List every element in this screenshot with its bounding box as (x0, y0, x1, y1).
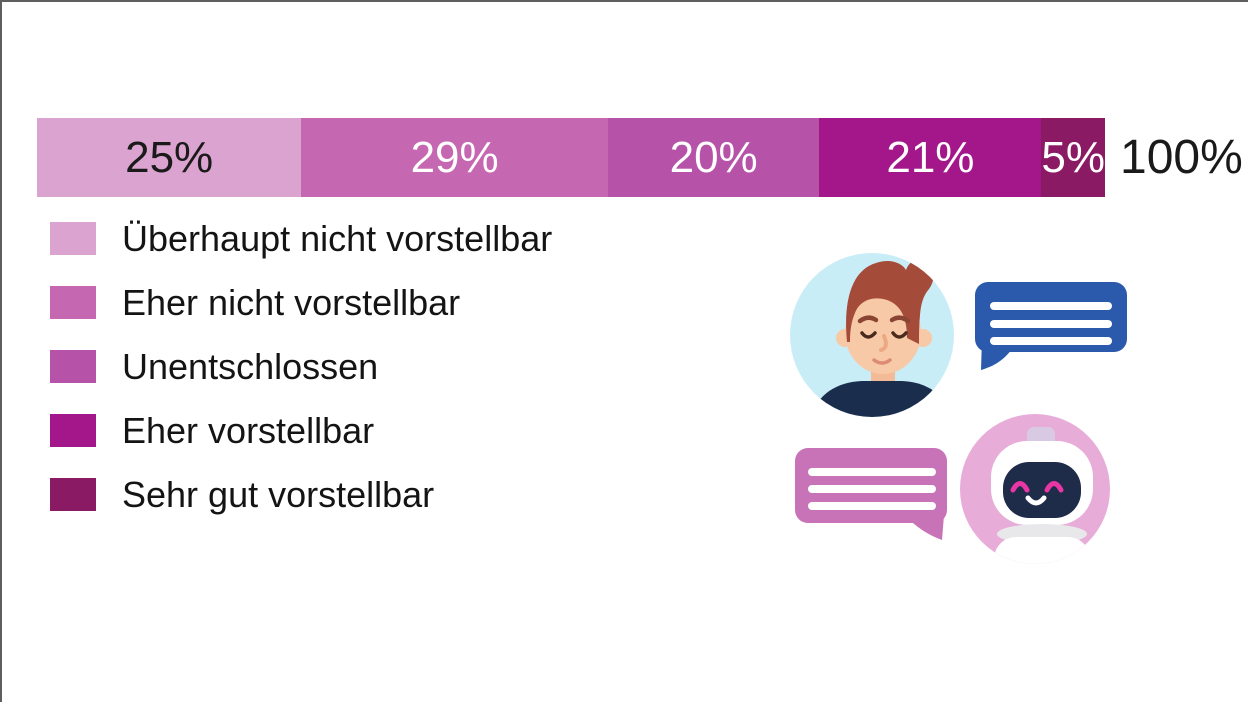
shirt (812, 381, 950, 417)
legend-swatch (50, 286, 96, 319)
hair (846, 259, 934, 344)
robot-face-screen (1003, 462, 1081, 518)
legend-item: Überhaupt nicht vorstellbar (50, 217, 553, 259)
chart-legend: Überhaupt nicht vorstellbar Eher nicht vo… (50, 217, 553, 515)
legend-label: Überhaupt nicht vorstellbar (122, 217, 553, 259)
robot-avatar (960, 414, 1110, 564)
legend-item: Eher nicht vorstellbar (50, 281, 552, 323)
legend-label: Sehr gut vorstellbar (122, 473, 435, 515)
legend-swatch (50, 414, 96, 447)
legend-item: Unentschlossen (50, 345, 552, 387)
bar-segment-value: 25% (125, 132, 214, 182)
bar-segment-3: 20% (607, 118, 820, 197)
bar-segment-2: 29% (301, 118, 608, 197)
bar-segment-value: 20% (669, 132, 758, 182)
legend-swatch (50, 222, 96, 255)
robot-body (994, 537, 1090, 564)
legend-swatch (50, 350, 96, 383)
frame-top-line (0, 0, 1248, 2)
bar-segment-4: 21% (819, 118, 1042, 197)
chat-bubble-blue-icon (975, 282, 1127, 370)
legend-item: Eher vorstellbar (50, 409, 552, 451)
stacked-bar: 25% 29% 20% 21% 5% (37, 118, 1105, 197)
total-label: 100% (1120, 131, 1243, 184)
frame-left-line (0, 0, 2, 702)
chat-bubble-pink-icon (795, 448, 947, 540)
bar-segment-1: 25% (37, 118, 302, 197)
legend-label: Eher vorstellbar (122, 409, 375, 451)
legend-swatch (50, 478, 96, 511)
bar-segment-value: 5% (1041, 132, 1105, 182)
chat-illustration (790, 253, 1127, 564)
legend-label: Eher nicht vorstellbar (122, 281, 461, 323)
legend-item: Sehr gut vorstellbar (50, 473, 552, 515)
bar-segment-value: 21% (886, 132, 975, 182)
legend-label: Unentschlossen (122, 345, 379, 387)
bar-segment-5: 5% (1041, 118, 1105, 197)
person-avatar (790, 253, 954, 417)
bar-segment-value: 29% (410, 132, 499, 182)
